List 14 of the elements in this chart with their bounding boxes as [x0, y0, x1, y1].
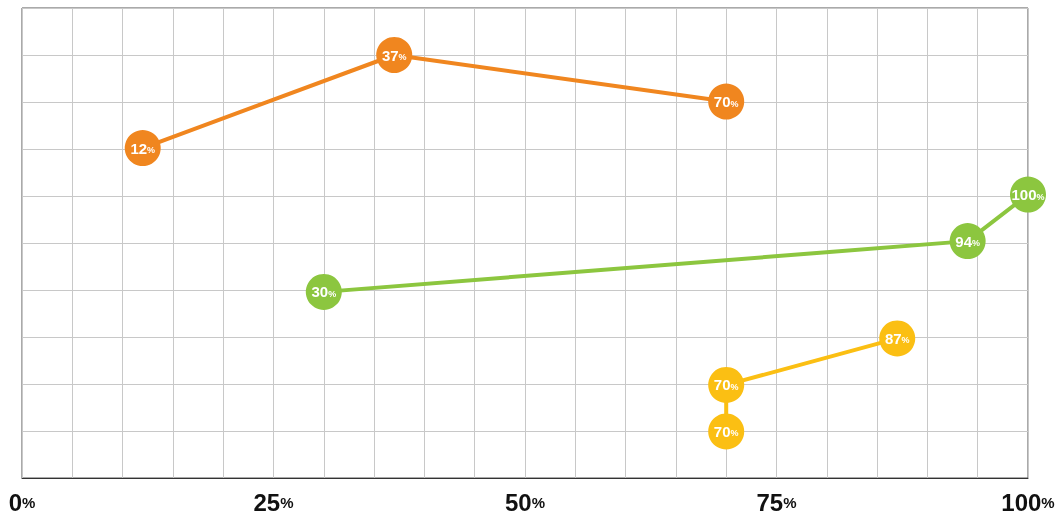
annotation: 37% — [381, 46, 407, 64]
x-tick-label: 25% — [253, 488, 294, 516]
annotation: 70% — [713, 422, 739, 440]
annotation: 87% — [884, 329, 910, 347]
x-tick-label: 0% — [8, 488, 36, 516]
annotation: 94% — [955, 232, 980, 250]
annotation: 30% — [311, 283, 337, 301]
annotation: 70% — [713, 376, 739, 394]
annotation: 70% — [713, 93, 739, 111]
x-tick-label: 75% — [756, 488, 797, 516]
x-tick-label: 50% — [504, 488, 546, 516]
annotation: 100% — [1011, 186, 1045, 204]
annotation: 12% — [130, 139, 156, 157]
x-tick-label: 100% — [1001, 488, 1055, 516]
